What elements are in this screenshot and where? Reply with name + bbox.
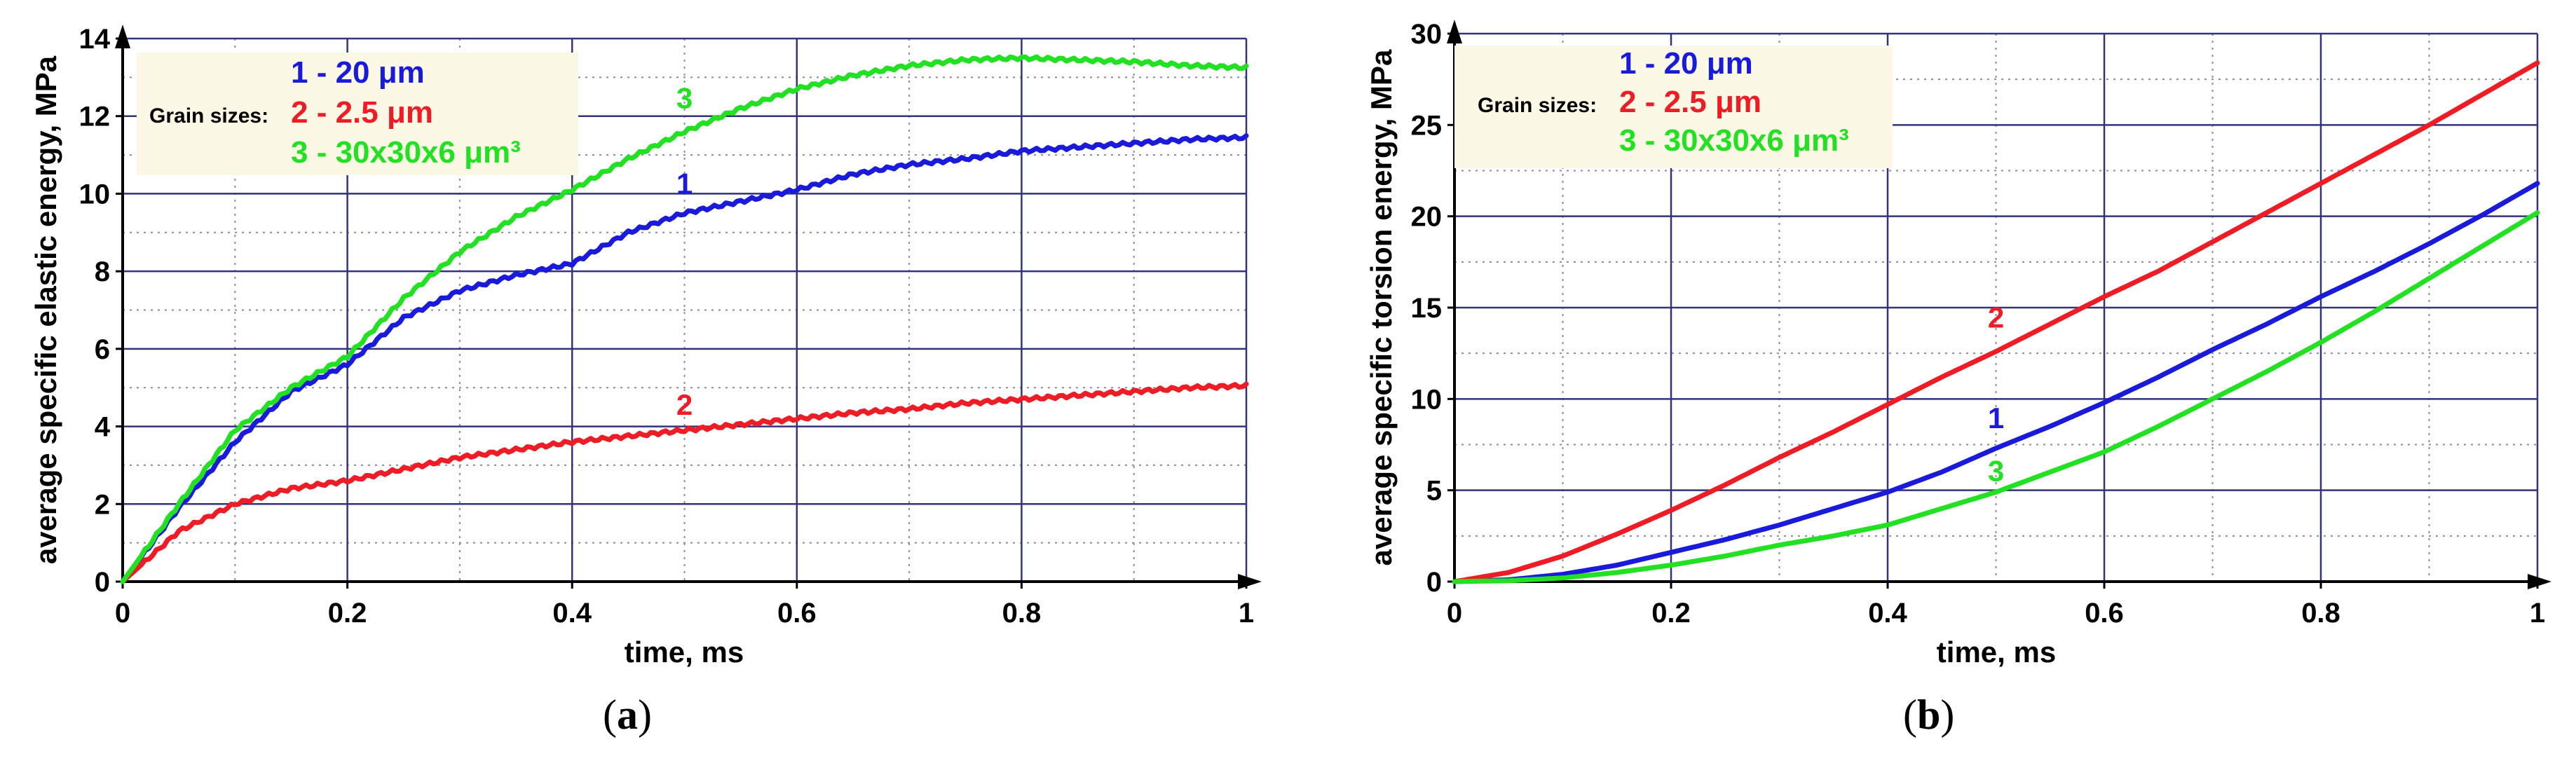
legend: Grain sizes: 1 - 20 μm 2 - 2.5 μm 3 - 30x30… — [1454, 46, 1893, 168]
legend-background — [137, 53, 578, 175]
y-tick-label: 5 — [1426, 476, 1442, 507]
y-tick-label: 15 — [1411, 293, 1443, 324]
panel-label-open: ( — [1903, 692, 1917, 738]
y-tick-label: 6 — [95, 334, 110, 365]
legend-entry-2: 2 - 2.5 μm — [291, 95, 433, 130]
series-line-1 — [120, 133, 1249, 584]
x-axis-arrow — [2528, 574, 2551, 589]
series-line-2 — [1452, 60, 2540, 584]
y-tick-label: 8 — [95, 256, 110, 287]
legend-entry-1: 1 - 20 μm — [291, 55, 425, 90]
y-tick-label: 20 — [1411, 202, 1443, 233]
y-tick-label: 25 — [1411, 110, 1443, 141]
y-axis-arrow — [115, 25, 130, 48]
legend-heading: Grain sizes: — [1478, 94, 1597, 117]
x-tick-label: 1 — [1239, 598, 1254, 629]
curve-label-2: 2 — [676, 388, 693, 421]
series-line-1 — [1452, 181, 2540, 584]
legend-background — [1454, 46, 1893, 168]
y-tick-label: 2 — [95, 489, 110, 520]
legend-entry-3: 3 - 30x30x6 μm³ — [291, 135, 521, 170]
x-tick-label: 0.8 — [2301, 598, 2340, 629]
y-tick-label: 4 — [95, 412, 111, 443]
y-tick-label: 30 — [1411, 19, 1443, 50]
y-axis-title: average specific torsion energy, MPa — [1365, 49, 1398, 565]
panel-label-close: ) — [638, 692, 652, 738]
x-tick-label: 0.4 — [1868, 598, 1907, 629]
curve-label-1: 1 — [1988, 402, 2004, 434]
legend: Grain sizes: 1 - 20 μm 2 - 2.5 μm 3 - 30x30… — [137, 53, 578, 175]
x-tick-label: 0.2 — [328, 598, 367, 629]
x-tick-label: 0.6 — [2085, 598, 2124, 629]
series-line-3 — [1452, 210, 2540, 584]
curve-label-2: 2 — [1988, 301, 2004, 334]
y-tick-label: 0 — [1426, 567, 1442, 598]
x-axis-arrow — [1238, 574, 1262, 589]
x-tick-label: 0.2 — [1651, 598, 1691, 629]
x-axis-title: time, ms — [1937, 636, 2056, 668]
curve-label-1: 1 — [676, 167, 693, 200]
y-tick-label: 10 — [79, 179, 111, 210]
y-tick-label: 10 — [1411, 384, 1443, 415]
series-line-3 — [120, 54, 1249, 584]
y-tick-label: 0 — [95, 567, 110, 598]
legend-entry-1: 1 - 20 μm — [1619, 46, 1753, 81]
panel-label: (a) — [603, 692, 652, 738]
x-tick-label: 0.6 — [777, 598, 817, 629]
legend-entry-2: 2 - 2.5 μm — [1619, 85, 1761, 119]
x-tick-label: 1 — [2530, 598, 2545, 629]
panel-label-letter: a — [617, 692, 638, 738]
series-line-2 — [120, 381, 1249, 584]
panel-label-close: ) — [1940, 692, 1954, 738]
x-tick-label: 0 — [1447, 598, 1462, 629]
curve-label-3: 3 — [1988, 455, 2004, 488]
y-axis-title: average specific elastic energy, MPa — [29, 55, 62, 564]
panel-label: (b) — [1903, 692, 1954, 738]
panel-label-open: ( — [603, 692, 617, 738]
y-axis-arrow — [1447, 20, 1462, 43]
curve-label-3: 3 — [676, 82, 693, 115]
x-tick-label: 0.8 — [1002, 598, 1042, 629]
x-tick-label: 0 — [115, 598, 130, 629]
x-axis-title: time, ms — [625, 636, 744, 668]
y-tick-label: 12 — [79, 102, 111, 132]
panel-label-letter: b — [1917, 692, 1940, 738]
legend-entry-3: 3 - 30x30x6 μm³ — [1619, 123, 1849, 158]
y-tick-label: 14 — [79, 24, 111, 55]
x-tick-label: 0.4 — [552, 598, 592, 629]
legend-heading: Grain sizes: — [149, 104, 268, 128]
